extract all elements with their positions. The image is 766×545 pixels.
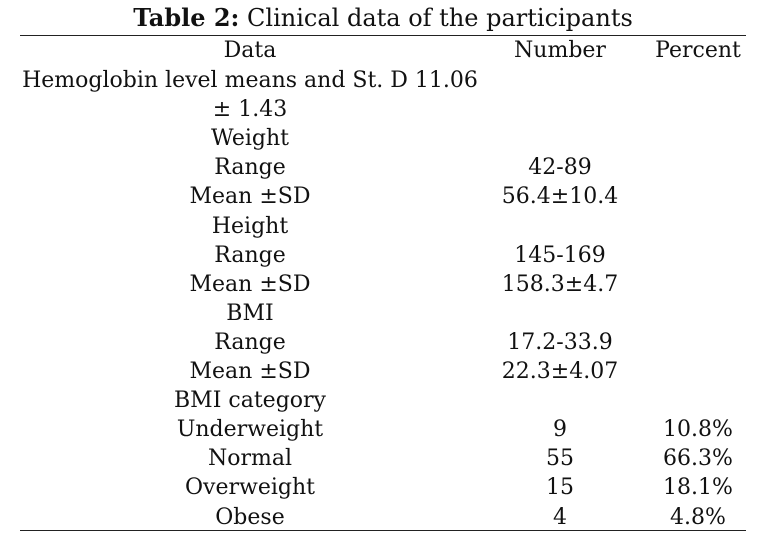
cell-data: BMI xyxy=(226,300,274,326)
cell-number: 15 xyxy=(546,475,574,501)
header-number: Number xyxy=(514,38,606,63)
cell-data: ± 1.43 xyxy=(212,97,288,123)
cell-data: Underweight xyxy=(176,417,324,443)
table-bottom-rule xyxy=(20,530,746,531)
cell-data: Mean ±SD xyxy=(189,271,311,297)
cell-number: 55 xyxy=(546,446,574,472)
cell-percent: 10.8% xyxy=(663,417,733,443)
table-caption-label: Table 2: xyxy=(133,3,240,32)
cell-number: 42-89 xyxy=(528,155,592,181)
cell-number: 158.3±4.7 xyxy=(501,271,619,297)
cell-number: 9 xyxy=(553,417,567,443)
header-data: Data xyxy=(223,38,277,63)
table-top-rule xyxy=(20,35,746,36)
cell-data: Overweight xyxy=(185,475,315,501)
cell-data: Weight xyxy=(211,126,289,152)
table-caption-text: Clinical data of the participants xyxy=(239,4,633,32)
cell-percent: 4.8% xyxy=(670,504,726,530)
cell-data: Mean ±SD xyxy=(189,184,311,210)
cell-data: Range xyxy=(214,242,286,268)
table-caption: Table 2: Clinical data of the participan… xyxy=(20,3,746,33)
cell-number: 22.3±4.07 xyxy=(501,359,619,384)
cell-number: 145-169 xyxy=(514,242,606,268)
cell-data: Normal xyxy=(207,446,293,472)
cell-data: Range xyxy=(214,155,286,181)
cell-percent: 18.1% xyxy=(663,475,733,501)
cell-number: 56.4±10.4 xyxy=(501,184,619,210)
cell-number: 17.2-33.9 xyxy=(507,329,613,355)
cell-percent: 66.3% xyxy=(663,446,733,472)
cell-data: Range xyxy=(214,329,286,355)
cell-data: Height xyxy=(211,213,289,239)
header-column-rule xyxy=(486,35,746,36)
header-percent: Percent xyxy=(655,38,741,63)
cell-data: BMI category xyxy=(174,388,326,414)
cell-data: Mean ±SD xyxy=(189,359,311,384)
cell-data: Obese xyxy=(215,504,285,530)
cell-data: Hemoglobin level means and St. D 11.06 xyxy=(22,68,478,93)
cell-number: 4 xyxy=(553,504,567,530)
